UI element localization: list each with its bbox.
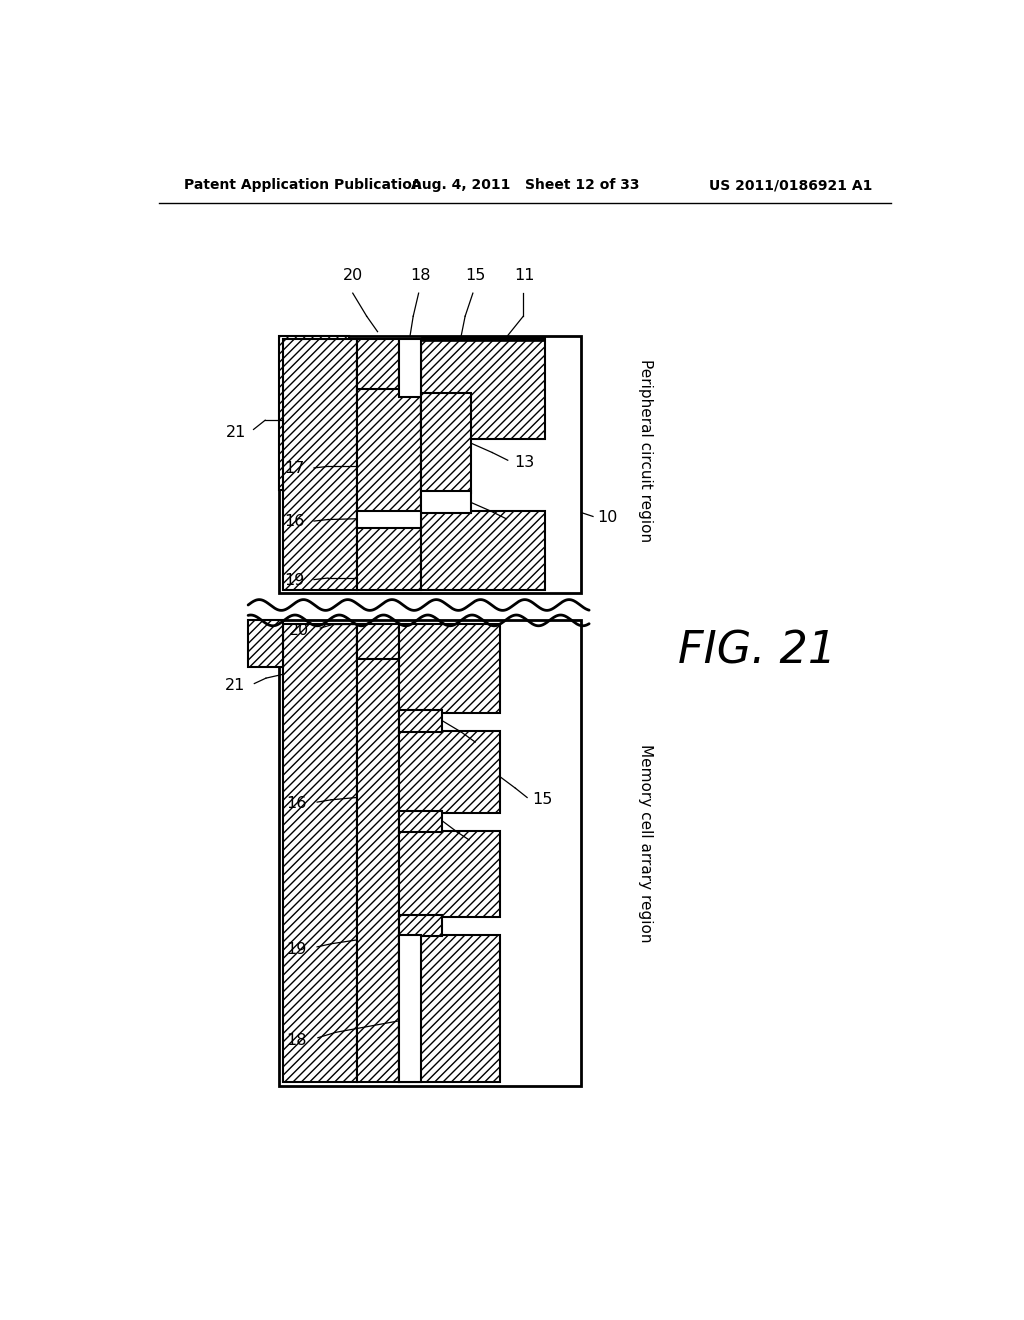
Bar [280, 335, 349, 490]
Text: 18: 18 [411, 268, 431, 284]
Bar [421, 511, 545, 590]
Text: Aug. 4, 2011   Sheet 12 of 33: Aug. 4, 2011 Sheet 12 of 33 [411, 178, 639, 193]
Bar [399, 935, 421, 1082]
Bar [283, 339, 356, 590]
Bar [399, 935, 500, 1082]
Text: 16: 16 [285, 515, 305, 529]
Text: 17: 17 [285, 461, 305, 477]
Bar [399, 810, 442, 832]
Bar [399, 830, 500, 917]
Bar [399, 710, 442, 733]
Bar [421, 335, 545, 341]
Text: 16: 16 [287, 796, 307, 812]
Text: 12: 12 [512, 513, 532, 528]
Text: 13: 13 [514, 455, 535, 470]
Bar [421, 339, 545, 440]
Text: 20: 20 [289, 623, 309, 638]
Text: US 2011/0186921 A1: US 2011/0186921 A1 [709, 178, 872, 193]
Text: 21: 21 [225, 425, 246, 440]
Text: 12: 12 [480, 737, 501, 752]
Text: 20: 20 [343, 268, 362, 284]
Bar [421, 491, 471, 512]
Bar [356, 511, 421, 528]
Text: 19: 19 [287, 941, 307, 957]
Bar [399, 730, 500, 813]
Bar [280, 620, 582, 1086]
Text: Peripheral circuit region: Peripheral circuit region [638, 359, 653, 543]
Text: 18: 18 [287, 1032, 307, 1048]
Text: 11: 11 [514, 268, 536, 284]
Text: Patent Application Publication: Patent Application Publication [183, 178, 422, 193]
Bar [399, 624, 500, 713]
Bar [356, 624, 399, 1082]
Text: 19: 19 [285, 573, 305, 587]
Text: 13: 13 [474, 834, 495, 850]
Text: 15: 15 [532, 792, 553, 808]
Text: 15: 15 [465, 268, 485, 284]
Bar [248, 620, 283, 667]
Text: Memory cell arrary region: Memory cell arrary region [638, 744, 653, 942]
Bar [356, 624, 399, 659]
Text: FIG. 21: FIG. 21 [678, 630, 837, 673]
Bar [399, 915, 442, 936]
Bar [356, 339, 399, 389]
Bar [280, 335, 582, 594]
Bar [399, 339, 421, 397]
Bar [356, 363, 421, 590]
Bar [421, 393, 471, 494]
Bar [283, 624, 356, 1082]
Text: 10: 10 [597, 511, 617, 525]
Text: 21: 21 [224, 678, 245, 693]
